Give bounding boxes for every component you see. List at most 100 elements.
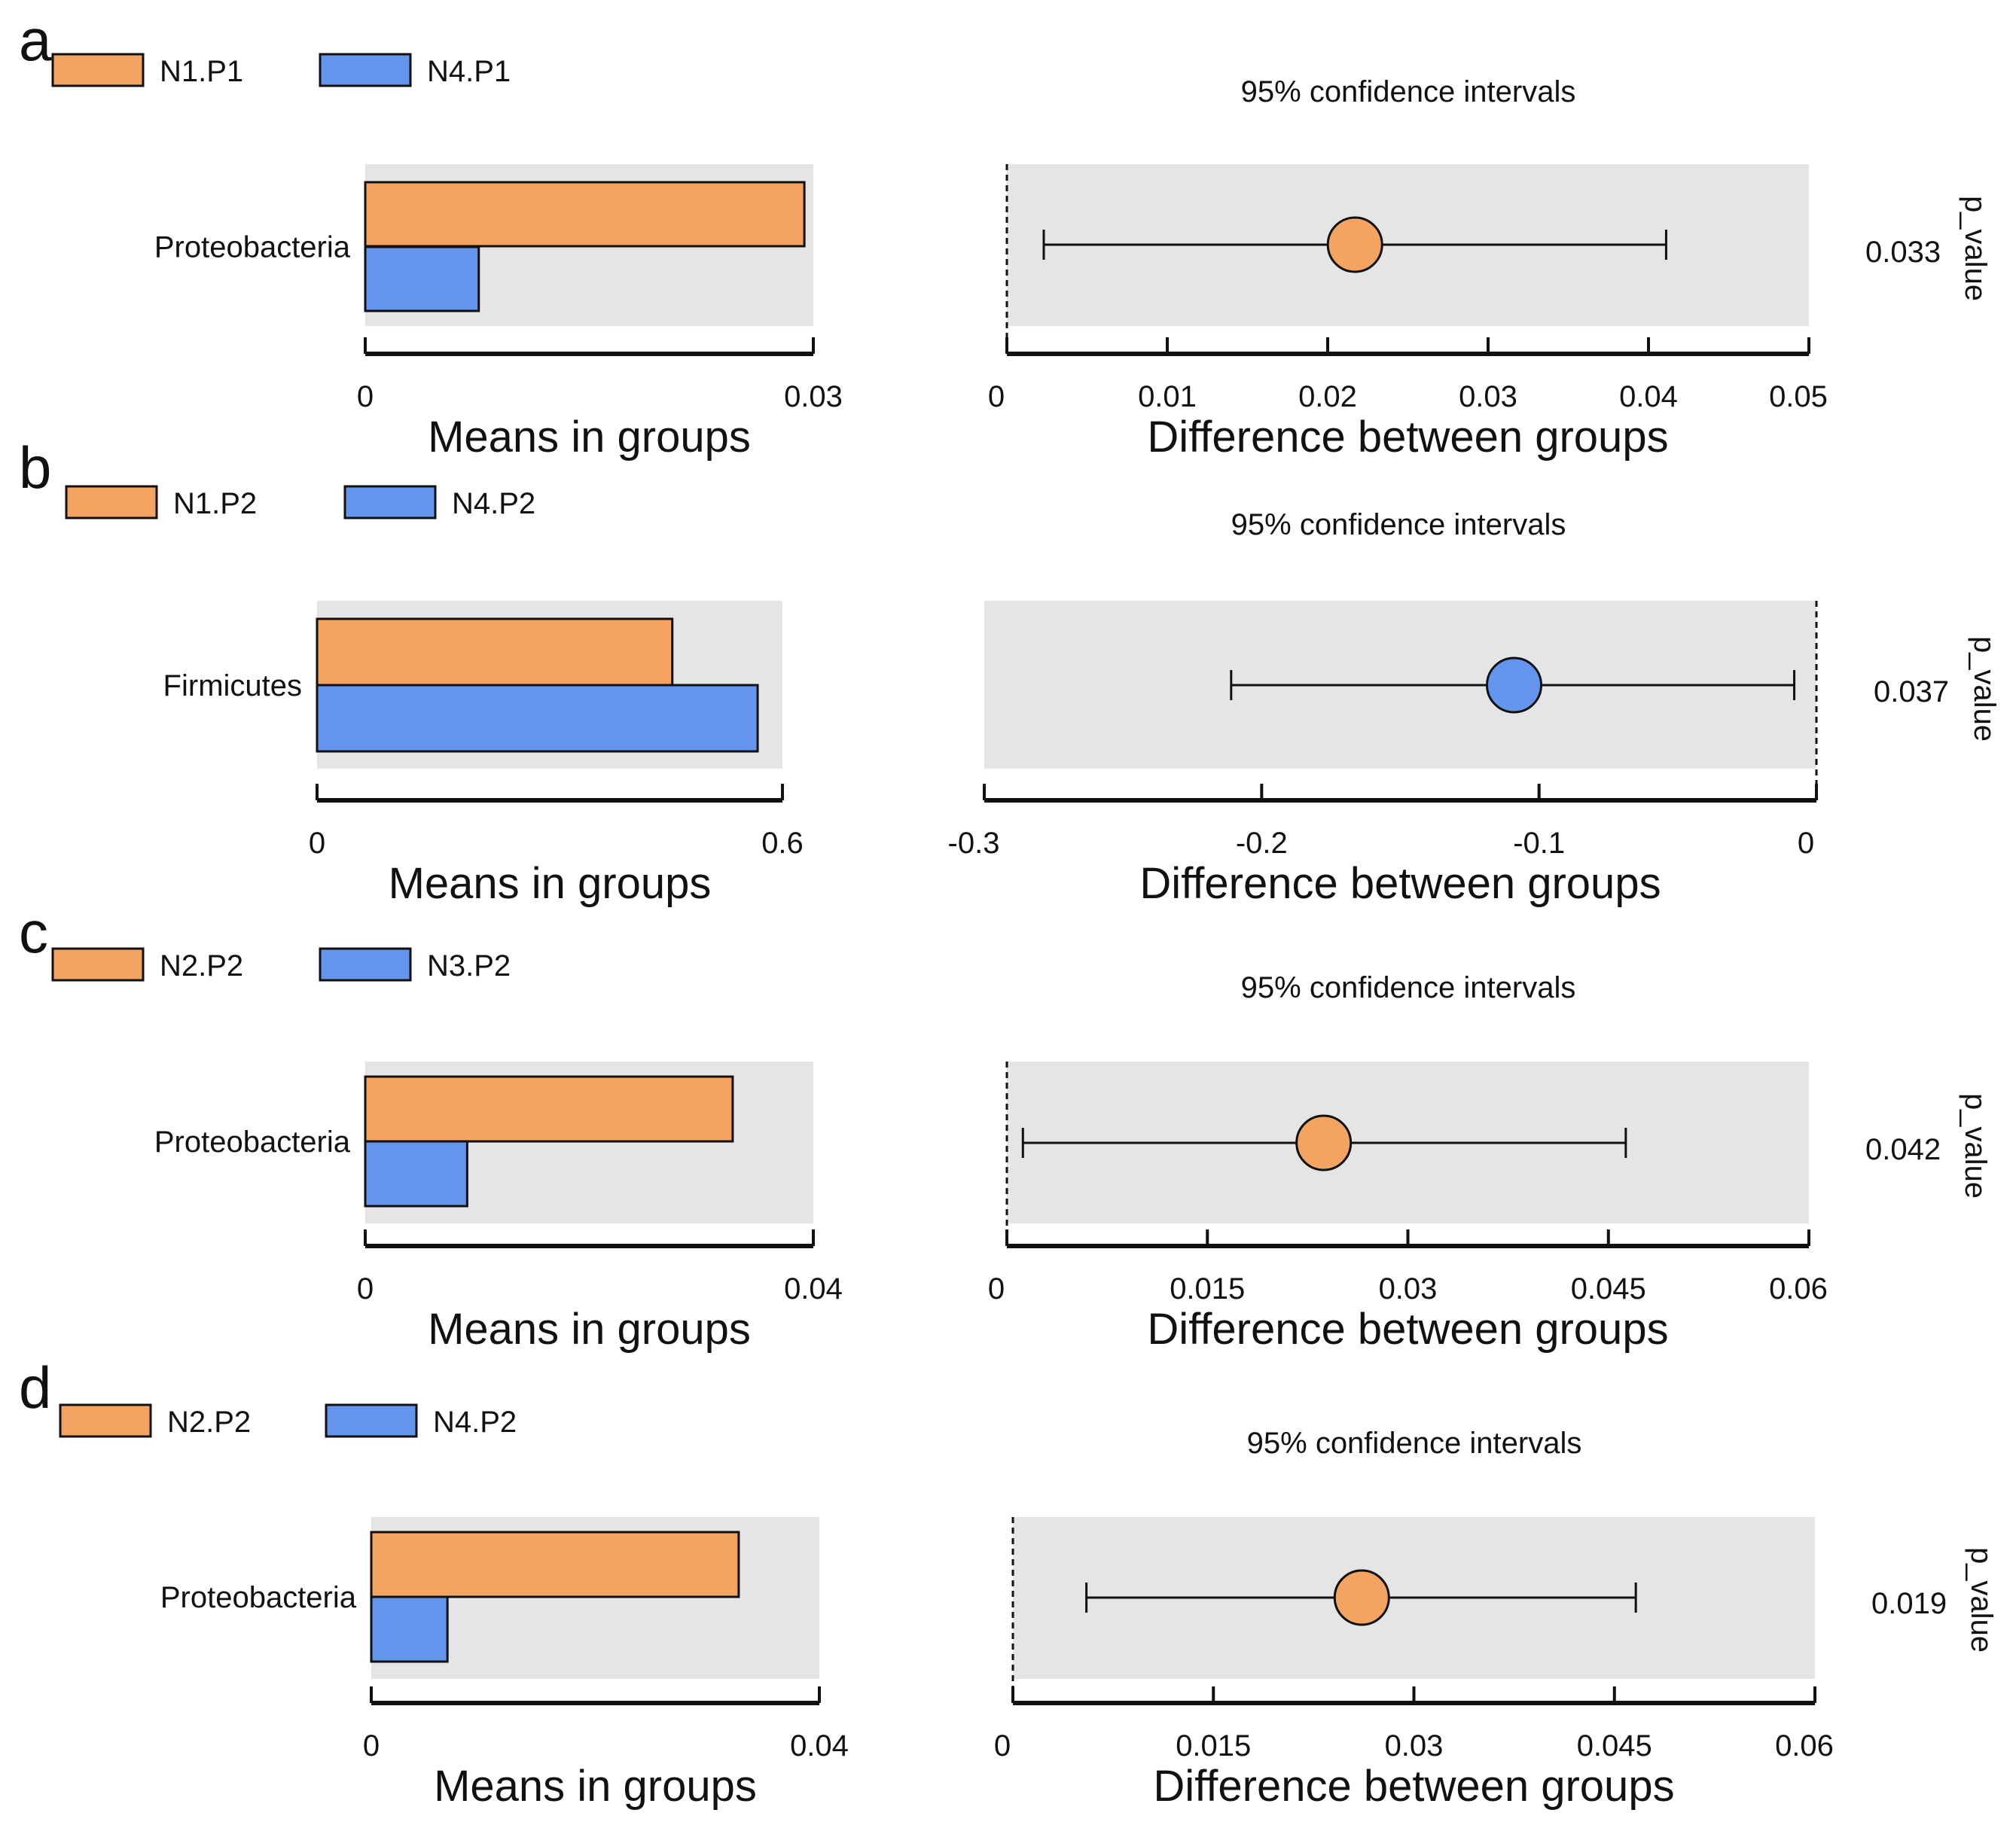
diff-tick-label: 0.06 [1775, 1729, 1834, 1762]
legend-swatch [51, 947, 145, 982]
panel-c: c N2.P2 N3.P2 95% confidence intervals Prote… [19, 899, 1992, 1354]
legend-label: N4.P1 [427, 55, 511, 88]
mean-bar-N3.P2 [364, 1140, 468, 1208]
ci-title: 95% confidence intervals [1241, 75, 1576, 108]
difference-chart: 0 0.015 0.03 0.045 0.06 Difference between gr… [988, 1062, 1828, 1354]
means-tick-label: 0.04 [790, 1729, 849, 1762]
difference-point [1326, 216, 1383, 273]
p-value-title: p_value [1959, 1093, 1992, 1199]
panel-letter: a [19, 7, 52, 73]
legend-item: N1.P1 [51, 53, 243, 88]
ci-title: 95% confidence intervals [1241, 971, 1576, 1004]
means-tick-label: 0 [309, 827, 325, 860]
diff-tick-label: 0.015 [1170, 1272, 1245, 1305]
diff-tick-label: 0.06 [1769, 1272, 1828, 1305]
legend-swatch [65, 485, 158, 519]
mean-bar-N4.P2 [370, 1595, 449, 1663]
panel-b: b N1.P2 N4.P2 95% confidence intervals Firmi… [19, 434, 2001, 908]
p-value-title: p_value [1968, 636, 2001, 742]
legend-swatch [325, 1403, 418, 1438]
legend: N2.P2 N4.P2 [59, 1403, 517, 1439]
diff-axis-title: Difference between groups [1153, 1762, 1674, 1811]
means-chart: Firmicutes 0 0.6 Means in groups [163, 601, 804, 908]
legend: N1.P1 N4.P1 [51, 53, 511, 88]
diff-tick-label: 0.015 [1176, 1729, 1251, 1762]
legend-swatch [319, 947, 412, 982]
legend-label: N1.P2 [173, 487, 257, 520]
legend-swatch [59, 1403, 152, 1438]
means-chart: Proteobacteria 0 0.04 Means in groups [160, 1517, 849, 1811]
legend: N2.P2 N3.P2 [51, 947, 511, 983]
means-axis-title: Means in groups [428, 413, 751, 462]
diff-tick-label: 0 [1798, 827, 1814, 860]
mean-bar-N2.P2 [364, 1075, 734, 1143]
means-axis-title: Means in groups [389, 859, 712, 908]
category-label: Proteobacteria [160, 1581, 357, 1614]
difference-chart: 0 0.01 0.02 0.03 0.04 0.05 Difference between … [988, 164, 1828, 462]
diff-tick-label: 0 [988, 380, 1005, 413]
legend-item: N4.P2 [325, 1403, 517, 1439]
category-label: Proteobacteria [154, 231, 351, 264]
legend-label: N1.P1 [160, 55, 243, 88]
means-chart: Proteobacteria 0 0.04 Means in groups [154, 1062, 843, 1354]
mean-bar-N2.P2 [370, 1531, 740, 1598]
means-tick-label: 0.03 [784, 380, 843, 413]
p-value: 0.037 [1874, 675, 1949, 708]
legend-swatch [319, 53, 412, 87]
p-value: 0.019 [1871, 1587, 1947, 1620]
means-chart: Proteobacteria 0 0.03 Means in groups [154, 164, 843, 462]
mean-bar-N4.P2 [316, 684, 759, 753]
diff-tick-label: -0.1 [1513, 827, 1565, 860]
diff-tick-label: 0.04 [1619, 380, 1678, 413]
diff-axis-title: Difference between groups [1147, 413, 1668, 462]
difference-chart: -0.3 -0.2 -0.1 0 Difference between groups [948, 601, 1818, 908]
diff-tick-label: 0.045 [1577, 1729, 1652, 1762]
diff-tick-label: 0.01 [1138, 380, 1197, 413]
means-tick-label: 0.6 [761, 827, 804, 860]
diff-tick-label: 0 [988, 1272, 1005, 1305]
diff-tick-label: 0.02 [1298, 380, 1357, 413]
means-tick-label: 0 [357, 1272, 374, 1305]
panel-letter: d [19, 1354, 51, 1421]
legend-label: N2.P2 [160, 949, 243, 983]
p-value-title: p_value [1965, 1547, 1998, 1653]
means-tick-label: 0.04 [784, 1272, 843, 1305]
mean-bar-N4.P1 [364, 245, 480, 312]
legend: N1.P2 N4.P2 [65, 485, 535, 520]
means-tick-label: 0 [363, 1729, 380, 1762]
diff-tick-label: -0.2 [1236, 827, 1288, 860]
legend-item: N2.P2 [59, 1403, 251, 1439]
means-axis-title: Means in groups [434, 1762, 757, 1811]
panel-d: d N2.P2 N4.P2 95% confidence intervals Prote… [19, 1354, 1998, 1811]
category-label: Proteobacteria [154, 1126, 351, 1159]
difference-point [1486, 657, 1543, 714]
ci-title: 95% confidence intervals [1247, 1427, 1582, 1460]
ci-title: 95% confidence intervals [1231, 508, 1566, 541]
difference-point [1295, 1114, 1353, 1171]
p-value: 0.042 [1865, 1133, 1941, 1166]
mean-bar-N1.P2 [316, 617, 674, 687]
diff-axis-title: Difference between groups [1147, 1305, 1668, 1354]
diff-tick-label: 0.045 [1571, 1272, 1646, 1305]
diff-tick-label: -0.3 [948, 827, 1000, 860]
legend-item: N1.P2 [65, 485, 257, 520]
diff-tick-label: 0.05 [1769, 380, 1828, 413]
diff-tick-label: 0.03 [1385, 1729, 1444, 1762]
legend-item: N4.P1 [319, 53, 511, 88]
diff-tick-label: 0 [994, 1729, 1011, 1762]
means-tick-label: 0 [357, 380, 374, 413]
category-label: Firmicutes [163, 669, 302, 702]
diff-tick-label: 0.03 [1459, 380, 1517, 413]
mean-bar-N1.P1 [364, 181, 806, 248]
legend-label: N2.P2 [167, 1406, 251, 1439]
legend-item: N4.P2 [343, 485, 535, 520]
panel-letter: c [19, 899, 48, 965]
means-axis-title: Means in groups [428, 1305, 751, 1354]
difference-point [1333, 1569, 1390, 1626]
p-value: 0.033 [1865, 236, 1941, 269]
legend-item: N3.P2 [319, 947, 511, 983]
legend-swatch [51, 53, 145, 87]
legend-label: N4.P2 [433, 1406, 517, 1439]
difference-chart: 0 0.015 0.03 0.045 0.06 Difference between gr… [994, 1517, 1834, 1811]
